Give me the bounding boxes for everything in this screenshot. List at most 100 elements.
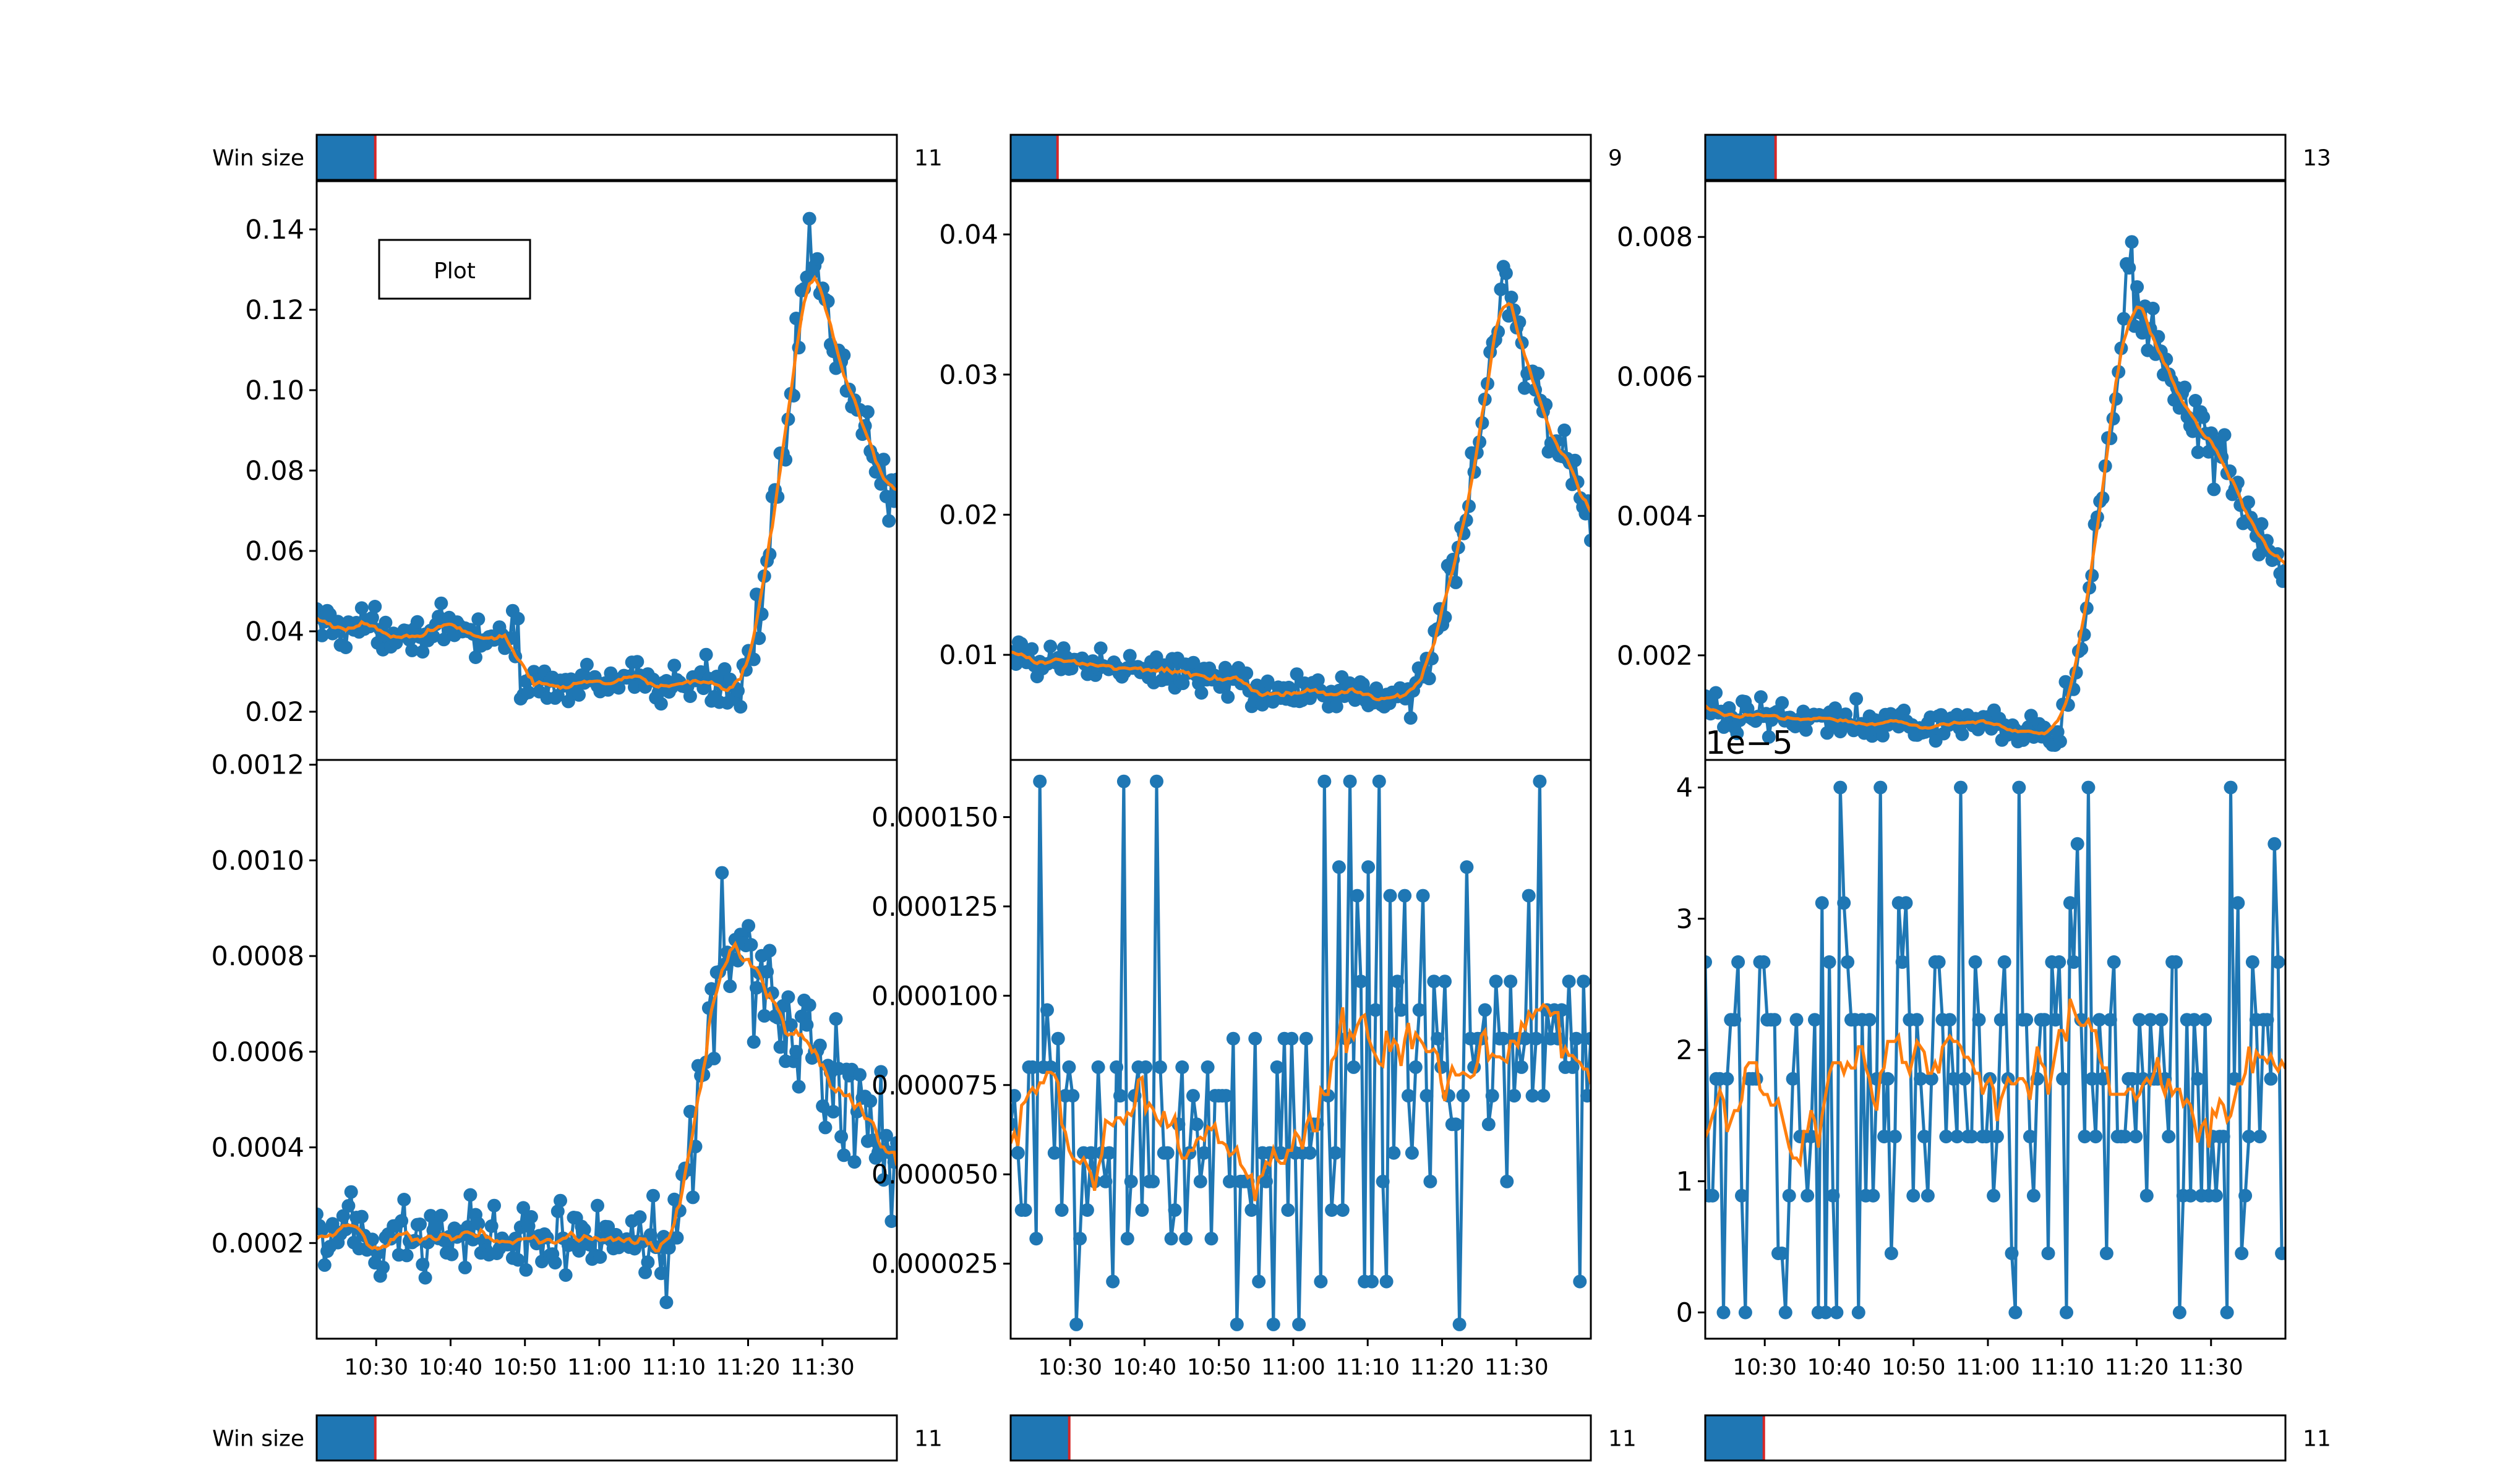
- y-tick-label: 0.04: [245, 616, 304, 647]
- raw-data-point: [802, 211, 816, 226]
- top-slider-fill[interactable]: [1705, 135, 1776, 180]
- raw-data-point: [1186, 655, 1201, 670]
- raw-data-point: [882, 514, 896, 528]
- top-slider-fill[interactable]: [1011, 135, 1058, 180]
- raw-data-point: [548, 1256, 562, 1270]
- plot-button-frame[interactable]: [378, 239, 531, 300]
- raw-data-point: [1368, 1003, 1382, 1017]
- raw-data-point: [2279, 563, 2285, 578]
- plot-area: [1011, 260, 1591, 725]
- x-tick-label: 11:00: [1261, 1355, 1325, 1380]
- raw-data-point: [376, 1260, 390, 1274]
- raw-data-point: [1402, 1089, 1415, 1103]
- bottom-slider-track[interactable]: [1009, 1414, 1592, 1462]
- raw-data-point: [1423, 1174, 1437, 1188]
- raw-data-point: [2060, 1305, 2073, 1320]
- raw-data-point: [2231, 896, 2245, 910]
- raw-data-point: [341, 1199, 356, 1213]
- raw-data-point: [2019, 1013, 2034, 1027]
- raw-data-point: [434, 596, 448, 610]
- bottom-slider-track[interactable]: [315, 1414, 898, 1462]
- raw-data-point: [1517, 381, 1531, 395]
- bottom-slider-track[interactable]: [1704, 1414, 2287, 1462]
- raw-data-point: [750, 981, 763, 995]
- raw-data-point: [630, 655, 644, 669]
- raw-data-point: [1011, 1117, 1017, 1132]
- raw-data-point: [686, 1190, 700, 1205]
- plot-button-label[interactable]: Plot: [434, 258, 476, 284]
- bottom-slider-fill[interactable]: [1705, 1415, 1764, 1461]
- raw-data-point: [413, 1217, 427, 1231]
- raw-data-point: [1221, 690, 1235, 704]
- raw-data-point: [1499, 266, 1513, 280]
- raw-data-point: [550, 1205, 565, 1218]
- x-tick-label: 11:10: [1335, 1355, 1400, 1380]
- bottom-slider-fill[interactable]: [317, 1415, 375, 1461]
- raw-data-point: [2117, 312, 2131, 326]
- raw-data-point: [1080, 1203, 1094, 1217]
- raw-data-point: [1175, 1060, 1189, 1074]
- raw-data-point: [2092, 1013, 2107, 1027]
- raw-data-point: [1815, 896, 1829, 910]
- raw-data-point: [2078, 1130, 2092, 1144]
- raw-data-point: [484, 1219, 499, 1233]
- raw-data-point: [416, 1258, 430, 1271]
- top-slider-fill[interactable]: [317, 135, 375, 180]
- subplot-3: 0.002 0.004 0.006 0.008: [1617, 180, 2287, 761]
- raw-data-point: [2242, 1130, 2256, 1144]
- raw-data-point: [1786, 1072, 1800, 1086]
- raw-data-point: [354, 601, 369, 615]
- raw-data-point: [1954, 780, 1968, 795]
- bottom-slider-1[interactable]: Win size 11: [212, 1414, 943, 1462]
- raw-data-point: [2216, 1130, 2230, 1144]
- raw-data-point: [1160, 672, 1174, 686]
- subplot-5: 0.000025 0.000050 0.000075 0.000100 0.000125…: [871, 759, 1592, 1380]
- raw-data-point: [1179, 1232, 1193, 1246]
- raw-data-point: [554, 1193, 567, 1208]
- top-slider-1[interactable]: Win size 11: [212, 134, 943, 181]
- top-slider-2[interactable]: 9: [1009, 134, 1622, 181]
- top-slider-track[interactable]: [315, 134, 898, 181]
- top-slider-track[interactable]: [1009, 134, 1592, 181]
- raw-data-point: [1876, 728, 1890, 743]
- raw-data-point: [1311, 673, 1325, 687]
- raw-data-point: [1866, 1188, 1880, 1203]
- raw-data-point: [2136, 1072, 2150, 1086]
- raw-data-point: [643, 1228, 657, 1242]
- bottom-slider-2[interactable]: 11: [1009, 1414, 1637, 1462]
- raw-data-point: [1529, 1031, 1543, 1046]
- raw-data-point: [1972, 1013, 1986, 1027]
- raw-data-point: [834, 1130, 849, 1144]
- raw-data-point: [1997, 955, 2011, 969]
- raw-data-point: [1753, 690, 1768, 704]
- raw-data-point: [593, 1250, 607, 1264]
- raw-data-point: [1481, 1117, 1496, 1132]
- raw-data-point: [1804, 1130, 1818, 1144]
- raw-data-point: [1584, 534, 1591, 548]
- y-tick-label: 0.006: [1617, 362, 1693, 393]
- raw-data-point: [670, 1230, 684, 1245]
- top-slider-3[interactable]: 13: [1704, 134, 2331, 181]
- raw-data-point: [2133, 1013, 2146, 1027]
- raw-data-point: [1261, 674, 1275, 688]
- raw-data-point: [773, 1040, 787, 1054]
- raw-data-point: [1837, 896, 1851, 910]
- raw-data-point: [704, 982, 719, 996]
- bottom-slider-3[interactable]: 11: [1704, 1414, 2331, 1462]
- raw-data-point: [1562, 974, 1576, 989]
- bottom-slider-fill[interactable]: [1011, 1415, 1069, 1461]
- raw-data-point: [1968, 955, 1982, 969]
- raw-data-point: [1514, 1060, 1528, 1074]
- raw-data-point: [654, 1266, 668, 1281]
- plot-button[interactable]: Plot: [378, 239, 531, 300]
- axes-frame: [1009, 759, 1592, 1340]
- raw-data-point: [2204, 426, 2219, 440]
- raw-data-point: [511, 612, 525, 626]
- raw-data-point: [1317, 774, 1332, 788]
- raw-data-point: [1990, 1130, 2004, 1144]
- top-slider-track[interactable]: [1704, 134, 2287, 181]
- raw-data-point: [1416, 889, 1430, 903]
- y-tick-label: 0.06: [245, 536, 304, 567]
- raw-data-point: [1775, 696, 1789, 710]
- raw-data-point: [2162, 1130, 2176, 1144]
